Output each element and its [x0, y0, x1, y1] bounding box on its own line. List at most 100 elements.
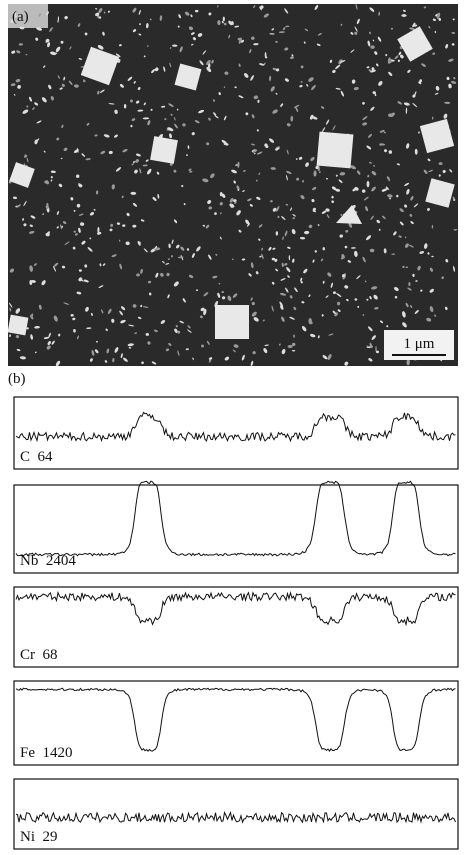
precipitate — [34, 102, 39, 106]
precipitate — [388, 150, 393, 154]
precipitate — [174, 123, 178, 129]
precipitate — [377, 36, 382, 42]
precipitate — [132, 29, 137, 33]
precipitate — [397, 59, 401, 62]
precipitate — [361, 189, 366, 193]
precipitate — [371, 335, 376, 341]
panel-label: (b) — [8, 371, 26, 387]
precipitate — [115, 53, 121, 58]
precipitate — [89, 212, 94, 216]
precipitate — [405, 266, 408, 269]
precipitate — [404, 236, 407, 239]
precipitate — [13, 94, 16, 96]
precipitate — [371, 286, 378, 290]
precipitate — [210, 173, 215, 179]
precipitate — [19, 356, 26, 360]
precipitate — [83, 79, 85, 82]
precipitate — [194, 9, 199, 13]
precipitate — [142, 117, 150, 120]
precipitate — [122, 224, 126, 227]
precipitate — [427, 158, 431, 162]
precipitate — [46, 11, 49, 16]
precipitate — [188, 168, 192, 172]
precipitate — [419, 79, 423, 83]
precipitate — [147, 280, 152, 284]
precipitate — [371, 67, 375, 71]
carbide — [419, 118, 455, 154]
precipitate — [192, 357, 194, 361]
precipitate — [368, 358, 373, 362]
precipitate — [368, 69, 372, 72]
precipitate — [286, 123, 291, 127]
precipitate — [251, 36, 255, 40]
precipitate — [320, 106, 325, 109]
precipitate — [120, 306, 126, 311]
precipitate — [293, 306, 297, 311]
precipitate — [223, 86, 226, 89]
precipitate — [308, 224, 313, 229]
precipitate — [19, 26, 25, 30]
precipitate — [391, 253, 396, 255]
precipitate — [238, 38, 242, 44]
precipitate — [370, 106, 375, 111]
precipitate — [339, 60, 346, 63]
precipitate — [26, 327, 29, 330]
precipitate — [412, 273, 415, 278]
precipitate — [100, 150, 106, 155]
precipitate — [410, 195, 414, 201]
precipitate — [73, 328, 76, 333]
precipitate — [220, 212, 222, 215]
precipitate — [11, 50, 16, 54]
precipitate — [50, 96, 54, 101]
precipitate — [168, 243, 171, 249]
precipitate — [332, 69, 336, 74]
precipitate — [452, 196, 455, 200]
precipitate — [356, 170, 361, 175]
precipitate — [156, 171, 160, 175]
precipitate — [383, 248, 387, 254]
precipitate — [362, 256, 366, 263]
precipitate — [249, 204, 253, 207]
precipitate — [108, 103, 115, 105]
precipitate — [10, 18, 16, 23]
precipitate — [309, 114, 314, 120]
precipitate — [269, 75, 272, 82]
precipitate — [44, 180, 48, 184]
precipitate — [278, 31, 285, 34]
precipitate — [410, 221, 414, 225]
precipitate — [427, 252, 430, 255]
precipitate — [56, 137, 60, 141]
precipitate — [191, 253, 195, 258]
precipitate — [202, 224, 206, 227]
precipitate — [368, 133, 372, 138]
precipitate — [371, 170, 377, 176]
precipitate — [292, 258, 295, 263]
precipitate — [247, 223, 250, 227]
precipitate — [221, 193, 226, 198]
precipitate — [91, 349, 95, 356]
precipitate — [409, 213, 413, 217]
precipitate — [242, 190, 245, 192]
precipitate — [34, 326, 40, 329]
precipitate — [262, 319, 265, 322]
precipitate — [42, 213, 44, 216]
precipitate — [371, 186, 376, 192]
precipitate — [50, 176, 53, 179]
precipitate — [451, 43, 455, 46]
precipitate — [197, 33, 203, 37]
precipitate — [344, 361, 349, 366]
precipitate — [219, 236, 222, 240]
precipitate — [78, 279, 81, 281]
precipitate — [290, 115, 294, 122]
precipitate — [196, 246, 201, 252]
precipitate — [61, 265, 66, 269]
precipitate — [9, 268, 15, 273]
micrograph — [7, 3, 458, 367]
precipitate — [184, 11, 190, 16]
precipitate — [188, 274, 194, 279]
precipitate — [337, 309, 341, 312]
precipitate — [396, 194, 399, 198]
precipitate — [26, 157, 29, 163]
precipitate — [221, 296, 226, 300]
precipitate — [134, 332, 138, 334]
